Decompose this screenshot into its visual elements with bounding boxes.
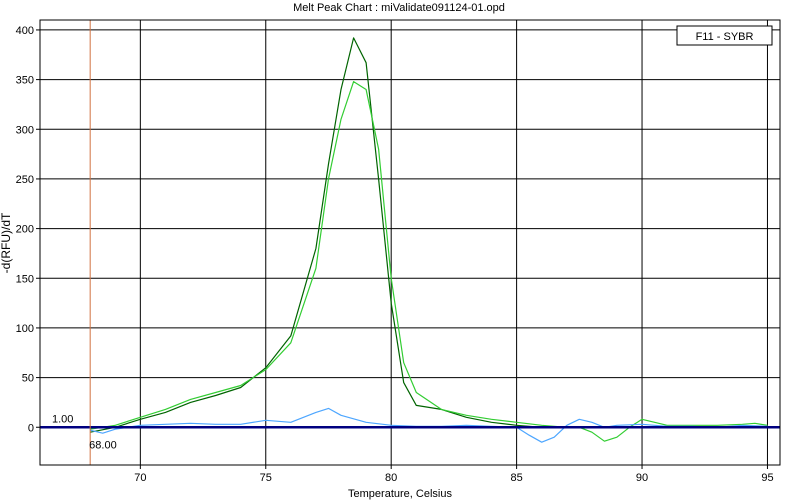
y-tick-label: 200 (16, 224, 34, 236)
x-tick-label: 95 (761, 472, 773, 484)
x-axis-label: Temperature, Celsius (348, 488, 452, 500)
series-line-3 (90, 407, 768, 443)
y-tick-label: 400 (16, 25, 34, 37)
series-line-2 (90, 80, 768, 442)
y-tick-label: 250 (16, 174, 34, 186)
y-tick-label: 50 (22, 373, 34, 385)
y-axis-label: -d(RFU)/dT (0, 212, 13, 273)
legend-box (676, 25, 773, 46)
x-tick-label: 85 (510, 472, 522, 484)
y-tick-label: 0 (28, 422, 34, 434)
x-tick-label: 90 (636, 472, 648, 484)
chart-title: Melt Peak Chart : miValidate091124-01.op… (293, 2, 505, 14)
legend: F11 - SYBR (676, 25, 773, 46)
plot-area-border (39, 19, 781, 466)
y-tick-label: 150 (16, 273, 34, 285)
y-tick-label: 350 (16, 75, 34, 87)
cursor-and-threshold: 1.00 68.00 (40, 20, 780, 465)
x-tick-label: 75 (260, 472, 272, 484)
temperature-cursor-label: 68.00 (89, 439, 117, 451)
legend-label: F11 - SYBR (696, 31, 754, 43)
y-axis-ticks: 0 50 100 150 200 250 300 350 400 (16, 25, 40, 434)
x-tick-label: 80 (385, 472, 397, 484)
x-tick-label: 70 (134, 472, 146, 484)
threshold-label: 1.00 (52, 413, 73, 425)
x-axis-ticks: 70 75 80 85 90 95 (134, 465, 774, 484)
y-tick-label: 300 (16, 124, 34, 136)
y-tick-label: 100 (16, 323, 34, 335)
